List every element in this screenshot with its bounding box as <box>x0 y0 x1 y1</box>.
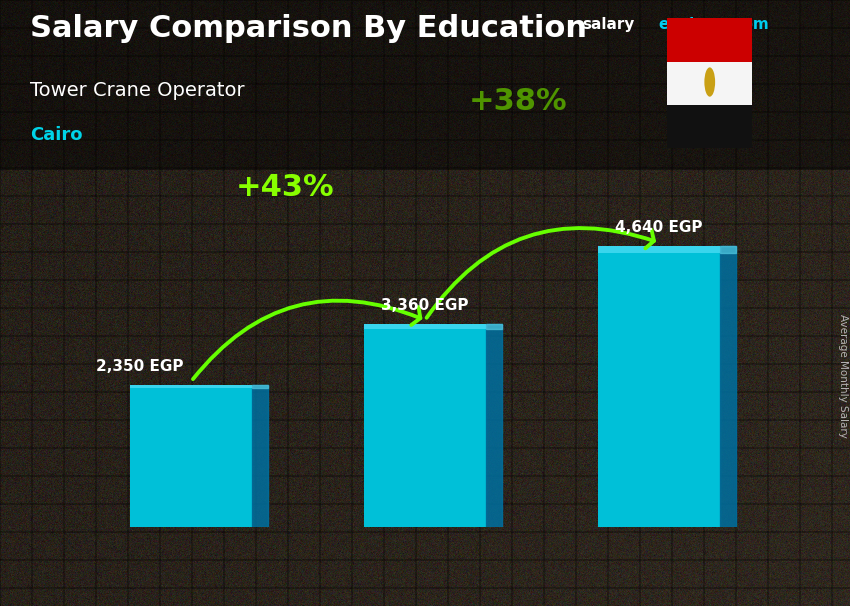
Polygon shape <box>485 324 502 527</box>
Bar <box>364 324 486 328</box>
Bar <box>130 385 252 527</box>
Text: +38%: +38% <box>469 87 568 116</box>
Text: salary: salary <box>582 17 635 32</box>
Text: +43%: +43% <box>235 173 334 202</box>
Bar <box>667 18 752 62</box>
Text: 2,350 EGP: 2,350 EGP <box>96 359 184 375</box>
Polygon shape <box>719 246 736 527</box>
Polygon shape <box>252 385 269 527</box>
Ellipse shape <box>706 85 713 95</box>
Text: Average Monthly Salary: Average Monthly Salary <box>838 314 848 438</box>
Bar <box>598 246 719 253</box>
Text: 4,640 EGP: 4,640 EGP <box>615 221 702 236</box>
Text: Salary Comparison By Education: Salary Comparison By Education <box>30 13 586 42</box>
Bar <box>667 105 752 148</box>
Text: Tower Crane Operator: Tower Crane Operator <box>30 81 245 101</box>
Polygon shape <box>719 246 736 253</box>
Text: 3,360 EGP: 3,360 EGP <box>382 298 468 313</box>
Text: explorer.com: explorer.com <box>659 17 769 32</box>
Polygon shape <box>252 385 269 388</box>
Bar <box>667 62 752 105</box>
Bar <box>598 246 719 527</box>
Text: Cairo: Cairo <box>30 126 82 144</box>
Ellipse shape <box>705 67 715 97</box>
Bar <box>130 385 252 388</box>
Polygon shape <box>485 324 502 328</box>
Bar <box>364 324 486 527</box>
